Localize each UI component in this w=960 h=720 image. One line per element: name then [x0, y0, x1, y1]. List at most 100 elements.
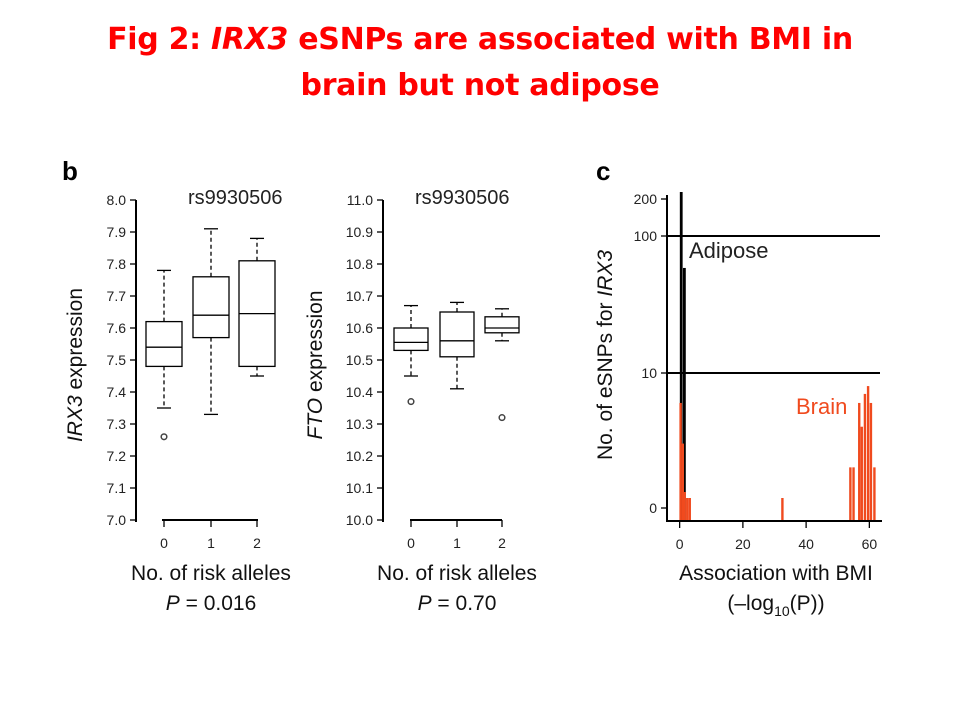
title-gene: IRX3	[211, 22, 289, 57]
brain-bar	[866, 386, 870, 520]
snp-label-irx3: rs9930506	[188, 187, 283, 209]
brain-bar	[860, 426, 863, 520]
y-tick-label: 10.5	[346, 352, 373, 368]
y-axis-title-irx3: IRX3 expression	[64, 288, 87, 442]
iqr-box	[145, 320, 183, 368]
x-tick-label: 0	[160, 535, 168, 551]
y-axis-title-fto: FTO expression	[304, 290, 327, 439]
y-ticks-irx3: 7.0 7.1 7.2 7.3 7.4 7.5 7.6 7.7 7.8 7.9 8.0	[107, 192, 136, 528]
bar-panel-esnps: c 0 10 100 200 0 20 40 60 Adipose Brain No. of…	[594, 156, 882, 619]
iqr-box	[484, 316, 520, 334]
y-tick-label: 7.7	[107, 288, 127, 304]
iqr-box	[439, 311, 475, 358]
slide-title-line-1: Fig 2: IRX3 eSNPs are associated with BM…	[0, 22, 960, 57]
brain-bar	[852, 467, 855, 520]
y-tick-label: 200	[634, 191, 658, 207]
brain-bar	[863, 393, 867, 520]
brain-bar	[849, 467, 852, 520]
box-0	[145, 269, 183, 441]
y-tick-label: 7.6	[107, 320, 127, 336]
outlier-point	[160, 433, 168, 441]
brain-bar	[683, 492, 686, 520]
snp-label-fto: rs9930506	[415, 187, 510, 209]
ylabel-rest-irx3: expression	[64, 288, 87, 395]
y-tick-label: 7.3	[107, 416, 127, 432]
y-tick-label: 10.8	[346, 256, 373, 272]
iqr-box	[192, 276, 230, 339]
x-tick-label: 2	[253, 535, 261, 551]
brain-bar	[858, 402, 861, 520]
x-tick-label: 20	[735, 536, 751, 552]
x-axis-title-fto: No. of risk alleles	[377, 562, 537, 585]
y-tick-label: 10.6	[346, 320, 373, 336]
y-tick-label: 0	[649, 500, 657, 516]
panel-letter-b: b	[62, 156, 78, 186]
box-panel-irx3: b rs9930506 7.07.17.27.37.47.57.67.77.87…	[62, 156, 291, 615]
count-reference-lines	[667, 235, 880, 374]
xlabel-prefix-esnps: (–log	[727, 592, 774, 615]
box-0	[393, 304, 429, 406]
x-ticks-irx3: 0 1 2	[160, 520, 261, 551]
y-tick-label: 7.1	[107, 480, 127, 496]
xlabel-suffix-esnps: (P))	[790, 592, 825, 615]
y-tick-label: 7.9	[107, 224, 127, 240]
y-tick-label: 10.3	[346, 416, 373, 432]
title-rest: eSNPs are associated with BMI in	[288, 22, 853, 57]
y-tick-label: 10.0	[346, 512, 373, 528]
y-tick-label: 11.0	[347, 192, 373, 208]
brain-bar	[686, 498, 689, 520]
x-tick-label: 60	[862, 536, 878, 552]
outlier-point	[498, 414, 506, 422]
x-tick-label: 2	[498, 535, 506, 551]
ylabel-gene-fto: FTO	[304, 398, 327, 440]
brain-bar	[873, 467, 876, 520]
box-2	[238, 237, 276, 377]
x-axis-title-irx3: No. of risk alleles	[131, 562, 291, 585]
p-label-irx3: P	[166, 592, 180, 615]
iqr-box	[393, 327, 429, 352]
boxes-irx3	[145, 228, 276, 441]
x-axis-title-esnps-line-2: (–log10(P))	[727, 592, 824, 619]
y-axis-title-esnps: No. of eSNPs for IRX3	[594, 250, 617, 460]
ylabel-rest-fto: expression	[304, 290, 327, 397]
y-tick-label: 7.8	[107, 256, 127, 272]
x-tick-label: 0	[676, 536, 684, 552]
y-ticks-fto: 10.0 10.1 10.2 10.3 10.4 10.5 10.6 10.7 10.8 10.9…	[346, 192, 383, 528]
x-ticks-esnps: 0 20 40 60	[676, 521, 878, 552]
adipose-bar	[679, 192, 683, 520]
y-tick-label: 10.1	[346, 480, 373, 496]
p-label-fto: P	[418, 592, 432, 615]
x-axis-title-esnps-line-1: Association with BMI	[679, 562, 873, 585]
x-tick-label: 0	[407, 535, 415, 551]
ylabel-prefix-esnps: No. of eSNPs for	[594, 297, 617, 460]
panel-letter-c: c	[596, 156, 610, 186]
y-tick-label: 7.0	[107, 512, 127, 528]
x-tick-label: 1	[207, 535, 215, 551]
boxes-fto	[393, 301, 520, 422]
y-tick-label: 7.5	[107, 352, 127, 368]
legend-adipose: Adipose	[689, 238, 769, 263]
y-ticks-esnps: 0 10 100 200	[634, 191, 667, 516]
y-tick-label: 10.4	[346, 384, 373, 400]
y-tick-label: 10.2	[346, 448, 373, 464]
box-1	[192, 228, 230, 416]
y-tick-label: 7.2	[107, 448, 127, 464]
p-value-fto: P = 0.70	[418, 592, 497, 615]
esnp-bars	[679, 192, 876, 520]
p-number-fto: = 0.70	[432, 592, 497, 615]
y-tick-label: 10.9	[346, 224, 373, 240]
brain-bar	[681, 443, 685, 520]
box-panel-fto: rs9930506 10.010.110.210.310.410.510.610…	[304, 187, 537, 615]
p-number-irx3: = 0.016	[180, 592, 256, 615]
legend-brain: Brain	[796, 394, 847, 419]
adipose-bar	[682, 267, 686, 520]
slide-title-line-2: brain but not adipose	[300, 68, 660, 103]
y-tick-label: 8.0	[107, 192, 127, 208]
box-2	[484, 308, 520, 422]
brain-bar	[869, 402, 873, 520]
ylabel-gene-irx3: IRX3	[64, 395, 87, 442]
brain-bar	[688, 498, 691, 520]
y-tick-label: 10.7	[346, 288, 373, 304]
